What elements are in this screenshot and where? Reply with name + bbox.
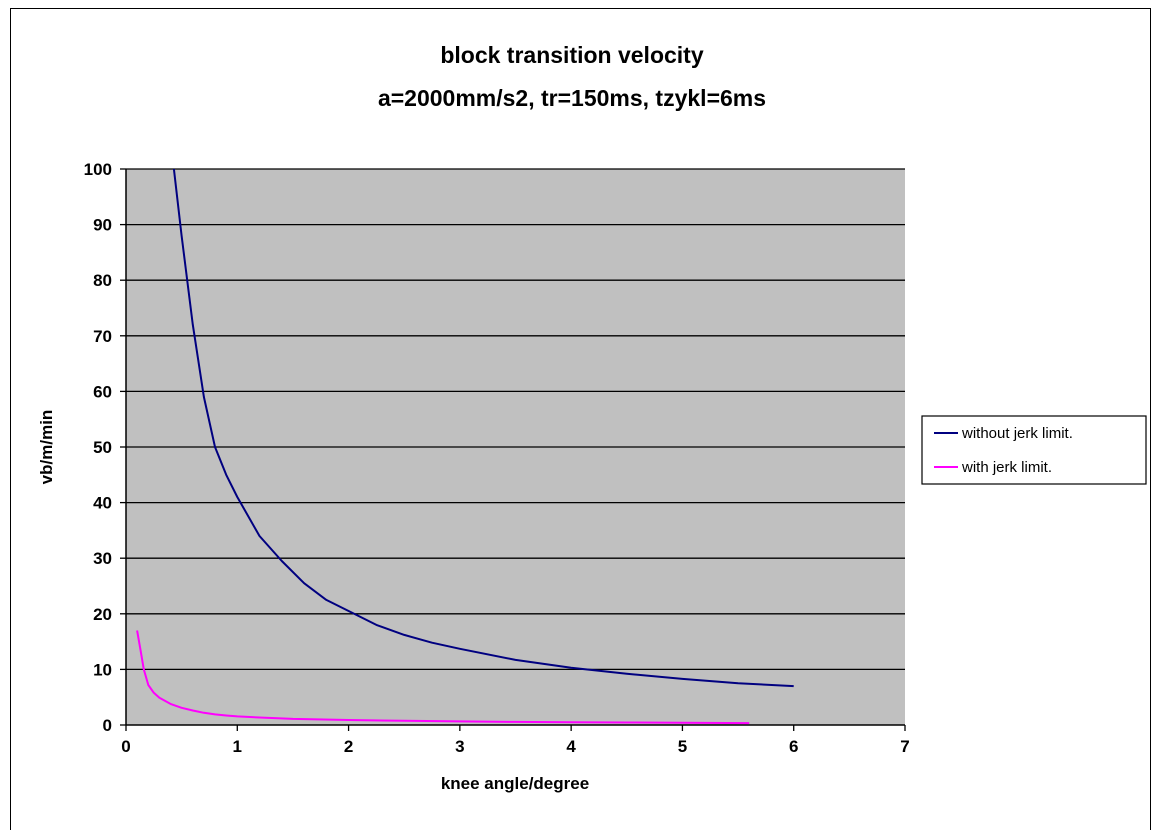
axes: [120, 168, 906, 731]
y-tick-label: 30: [93, 549, 112, 568]
x-tick-label: 6: [789, 737, 798, 756]
x-tick-label: 5: [678, 737, 687, 756]
legend-label-with-jerk: with jerk limit.: [961, 459, 1052, 476]
y-tick-label: 0: [103, 716, 112, 735]
chart-subtitle: a=2000mm/s2, tr=150ms, tzykl=6ms: [378, 85, 766, 111]
legend-box: [921, 415, 1147, 485]
y-tick-label: 90: [93, 216, 112, 235]
y-tick-label: 100: [84, 160, 112, 179]
y-tick-label: 60: [93, 382, 112, 401]
series-lines: [136, 168, 794, 725]
y-tick-label: 80: [93, 271, 112, 290]
y-tick-label: 10: [93, 660, 112, 679]
tick-labels: 0 10 20 30 40 50 60 70 80 90 100 0 1 2 3 4 5 6 7: [84, 160, 910, 756]
y-tick-label: 20: [93, 605, 112, 624]
x-tick-label: 3: [455, 737, 464, 756]
x-tick-label: 0: [121, 737, 130, 756]
x-tick-label: 2: [344, 737, 353, 756]
series-line-with-jerk-limit: [136, 630, 750, 725]
y-axis-title: vb/m/min: [37, 410, 56, 485]
chart-title: block transition velocity: [440, 42, 703, 68]
y-tick-label: 40: [93, 494, 112, 513]
legend: without jerk limit. with jerk limit.: [921, 415, 1147, 485]
y-tick-label: 50: [93, 438, 112, 457]
legend-label-without-jerk: without jerk limit.: [961, 425, 1073, 442]
gridlines: [126, 168, 905, 671]
x-tick-label: 1: [233, 737, 242, 756]
series-line-without-jerk-limit: [172, 168, 794, 688]
x-axis-title: knee angle/degree: [441, 774, 589, 793]
x-tick-label: 7: [900, 737, 909, 756]
y-tick-label: 70: [93, 327, 112, 346]
x-tick-label: 4: [566, 737, 576, 756]
